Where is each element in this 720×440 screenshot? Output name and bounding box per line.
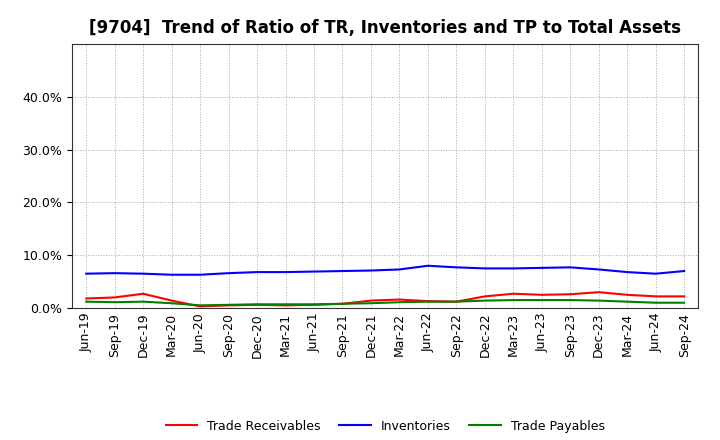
Trade Receivables [480,294,489,299]
Legend: Trade Receivables, Inventories, Trade Payables: Trade Receivables, Inventories, Trade Pa… [161,414,610,437]
Line: Inventories: Inventories [86,266,684,275]
Trade Receivables [652,294,660,299]
Trade Payables [82,299,91,304]
Trade Payables [652,300,660,305]
Inventories [338,268,347,274]
Inventories [680,268,688,274]
Trade Receivables [282,303,290,308]
Trade Payables [366,301,375,306]
Trade Receivables [452,299,461,304]
Inventories [652,271,660,276]
Inventories [623,269,631,275]
Trade Receivables [395,297,404,302]
Inventories [310,269,318,274]
Inventories [537,265,546,271]
Inventories [110,271,119,276]
Trade Payables [680,300,688,305]
Inventories [225,271,233,276]
Title: [9704]  Trend of Ratio of TR, Inventories and TP to Total Assets: [9704] Trend of Ratio of TR, Inventories… [89,19,681,37]
Trade Payables [225,302,233,308]
Trade Payables [110,300,119,305]
Trade Payables [480,298,489,303]
Inventories [423,263,432,268]
Inventories [196,272,204,277]
Inventories [366,268,375,273]
Trade Receivables [623,292,631,297]
Trade Receivables [566,292,575,297]
Trade Payables [509,297,518,303]
Trade Payables [395,300,404,305]
Trade Payables [310,302,318,307]
Trade Payables [537,297,546,303]
Trade Receivables [110,295,119,300]
Trade Receivables [310,302,318,308]
Inventories [395,267,404,272]
Trade Receivables [338,301,347,306]
Trade Receivables [366,298,375,303]
Trade Payables [566,297,575,303]
Trade Receivables [225,303,233,308]
Trade Payables [623,299,631,304]
Inventories [139,271,148,276]
Trade Payables [167,301,176,306]
Trade Receivables [680,294,688,299]
Trade Receivables [196,304,204,309]
Inventories [167,272,176,277]
Inventories [480,266,489,271]
Trade Receivables [253,302,261,308]
Trade Payables [196,303,204,308]
Inventories [253,269,261,275]
Trade Receivables [595,290,603,295]
Line: Trade Receivables: Trade Receivables [86,292,684,306]
Inventories [509,266,518,271]
Trade Receivables [509,291,518,297]
Trade Payables [338,301,347,306]
Trade Receivables [537,292,546,297]
Trade Payables [253,302,261,307]
Inventories [82,271,91,276]
Trade Payables [139,299,148,304]
Trade Payables [423,299,432,304]
Line: Trade Payables: Trade Payables [86,300,684,305]
Trade Receivables [82,296,91,301]
Trade Receivables [167,298,176,303]
Trade Receivables [139,291,148,297]
Trade Payables [452,299,461,304]
Inventories [566,265,575,270]
Trade Payables [595,298,603,303]
Inventories [282,269,290,275]
Trade Receivables [423,298,432,304]
Inventories [452,265,461,270]
Trade Payables [282,302,290,307]
Inventories [595,267,603,272]
